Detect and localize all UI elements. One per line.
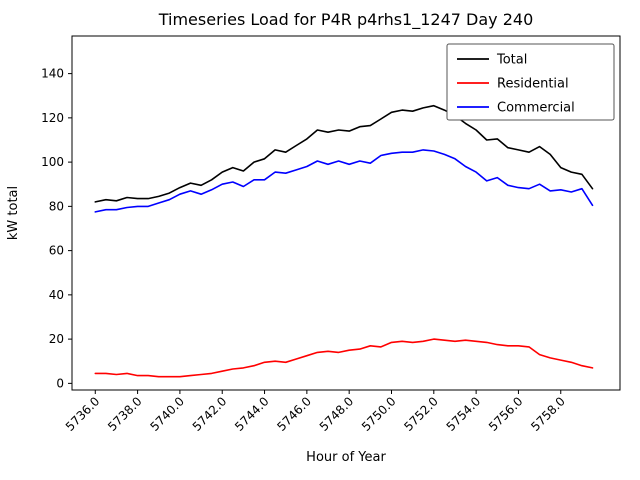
x-axis-label: Hour of Year bbox=[306, 450, 386, 465]
legend-frame bbox=[446, 43, 615, 121]
series-line-total bbox=[94, 104, 594, 203]
x-tick-label: 5750.0 bbox=[359, 394, 399, 434]
y-tick-label: 20 bbox=[49, 332, 64, 346]
axes-spines bbox=[71, 35, 621, 391]
y-tick-label: 120 bbox=[41, 111, 64, 125]
series-line-residential bbox=[94, 338, 594, 378]
x-tick-label: 5756.0 bbox=[486, 394, 526, 434]
x-tick-label: 5752.0 bbox=[401, 394, 441, 434]
x-tick-label: 5744.0 bbox=[232, 394, 272, 434]
x-tick-label: 5746.0 bbox=[274, 394, 314, 434]
legend-label-residential: Residential bbox=[497, 77, 569, 92]
y-tick-label: 80 bbox=[49, 199, 64, 213]
y-tick-label: 40 bbox=[49, 288, 64, 302]
x-tick-label: 5740.0 bbox=[147, 394, 187, 434]
x-tick-label: 5758.0 bbox=[528, 394, 568, 434]
y-tick-label: 100 bbox=[41, 155, 64, 169]
y-axis-label: kW total bbox=[6, 186, 21, 240]
chart-title: Timeseries Load for P4R p4rhs1_1247 Day … bbox=[158, 10, 534, 30]
data-series bbox=[94, 104, 594, 378]
legend-label-commercial: Commercial bbox=[497, 101, 575, 116]
y-tick-label: 0 bbox=[56, 376, 64, 390]
x-tick-label: 5754.0 bbox=[444, 394, 484, 434]
legend-label-total: Total bbox=[496, 53, 527, 68]
series-line-commercial bbox=[94, 149, 594, 213]
x-tick-label: 5736.0 bbox=[63, 394, 103, 434]
x-tick-label: 5738.0 bbox=[105, 394, 145, 434]
y-tick-label: 60 bbox=[49, 244, 64, 258]
legend: Total Residential Commercial bbox=[446, 43, 615, 121]
y-tick-label: 140 bbox=[41, 67, 64, 81]
x-tick-label: 5742.0 bbox=[190, 394, 230, 434]
x-tick-label: 5748.0 bbox=[317, 394, 357, 434]
